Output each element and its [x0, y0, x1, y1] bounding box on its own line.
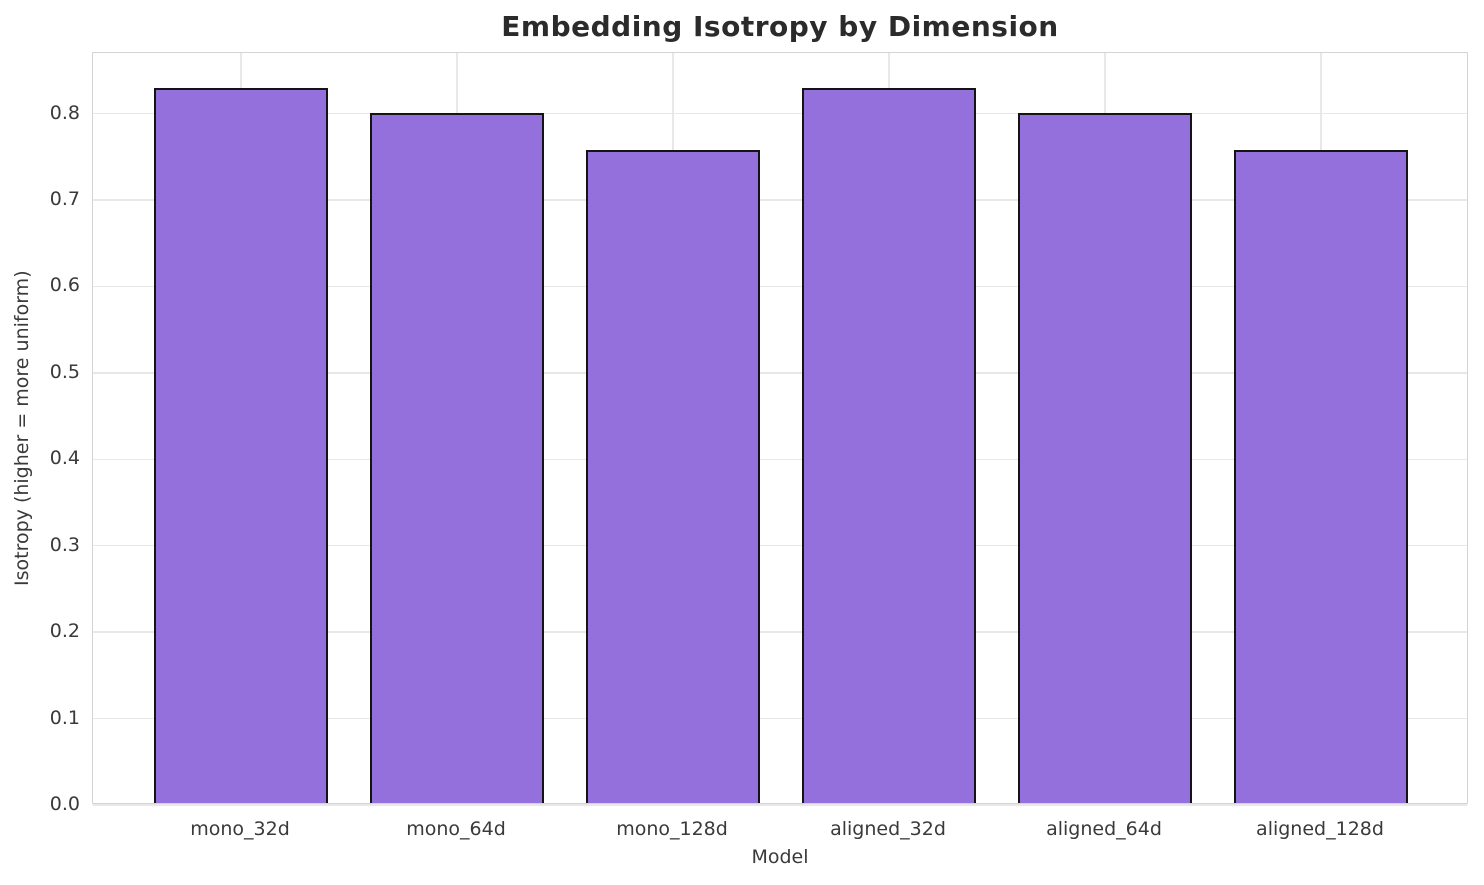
x-axis-label: Model	[751, 846, 809, 868]
x-tick-label-aligned_32d: aligned_32d	[830, 818, 946, 840]
y-tick-label-0.8: 0.8	[49, 101, 80, 124]
bar-aligned_64d	[1018, 113, 1192, 803]
y-axis-label: Isotropy (higher = more uniform)	[11, 270, 33, 586]
gridline-horizontal	[93, 458, 1467, 460]
y-tick-label-0.6: 0.6	[49, 274, 80, 297]
gridline-horizontal	[93, 112, 1467, 115]
gridline-horizontal	[93, 631, 1467, 633]
bar-mono_32d	[154, 88, 328, 803]
gridline-horizontal	[93, 544, 1467, 547]
y-tick-label-0.1: 0.1	[49, 706, 80, 729]
y-tick-label-0.7: 0.7	[49, 187, 80, 210]
gridline-horizontal	[93, 804, 1467, 806]
gridline-horizontal	[93, 717, 1467, 720]
x-tick-label-mono_64d: mono_64d	[406, 818, 506, 840]
y-tick-label-0.5: 0.5	[49, 360, 80, 383]
gridline-horizontal	[93, 372, 1467, 374]
y-tick-label-0.2: 0.2	[49, 620, 80, 643]
chart-title: Embedding Isotropy by Dimension	[501, 10, 1059, 43]
bar-aligned_32d	[802, 88, 976, 803]
y-tick-label-0.4: 0.4	[49, 447, 80, 470]
x-tick-label-mono_32d: mono_32d	[190, 818, 290, 840]
gridline-horizontal	[93, 199, 1467, 201]
bar-mono_128d	[586, 149, 760, 803]
x-tick-label-aligned_64d: aligned_64d	[1046, 818, 1162, 840]
bar-aligned_128d	[1234, 149, 1408, 803]
gridline-horizontal	[93, 285, 1467, 288]
x-tick-label-mono_128d: mono_128d	[616, 818, 728, 840]
x-tick-label-aligned_128d: aligned_128d	[1256, 818, 1384, 840]
y-tick-label-0.0: 0.0	[49, 793, 80, 815]
bar-mono_64d	[370, 113, 544, 803]
plot-area	[92, 52, 1468, 806]
y-tick-label-0.3: 0.3	[49, 533, 80, 556]
